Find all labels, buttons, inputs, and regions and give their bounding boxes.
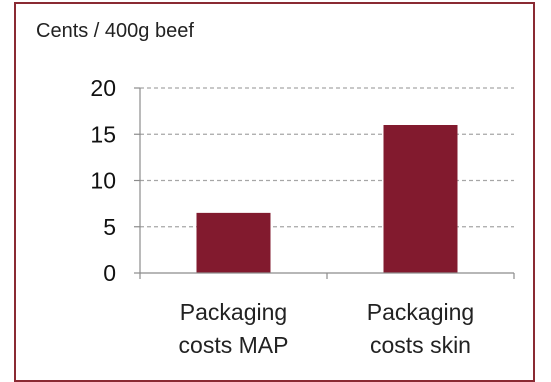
y-tick-label-0: 0 [103,260,116,286]
bar-packaging-costs-skin [383,125,458,273]
bar-packaging-costs-map [196,212,271,273]
y-axis-label: Cents / 400g beef [36,20,194,42]
axes [134,87,515,279]
x-tick-labels: Packaging costs MAP Packaging costs skin [179,299,475,358]
bars [196,125,458,273]
x-tick-label-2: Packaging costs skin [367,299,474,358]
y-tick-label-20: 20 [90,75,116,101]
x-tick-label-1: Packaging costs MAP [179,299,289,358]
y-tick-label-5: 5 [103,214,116,240]
y-tick-labels: 0 5 10 15 20 [90,75,116,286]
y-tick-label-10: 10 [90,168,116,194]
y-tick-label-15: 15 [90,121,116,147]
gridlines [140,87,514,228]
